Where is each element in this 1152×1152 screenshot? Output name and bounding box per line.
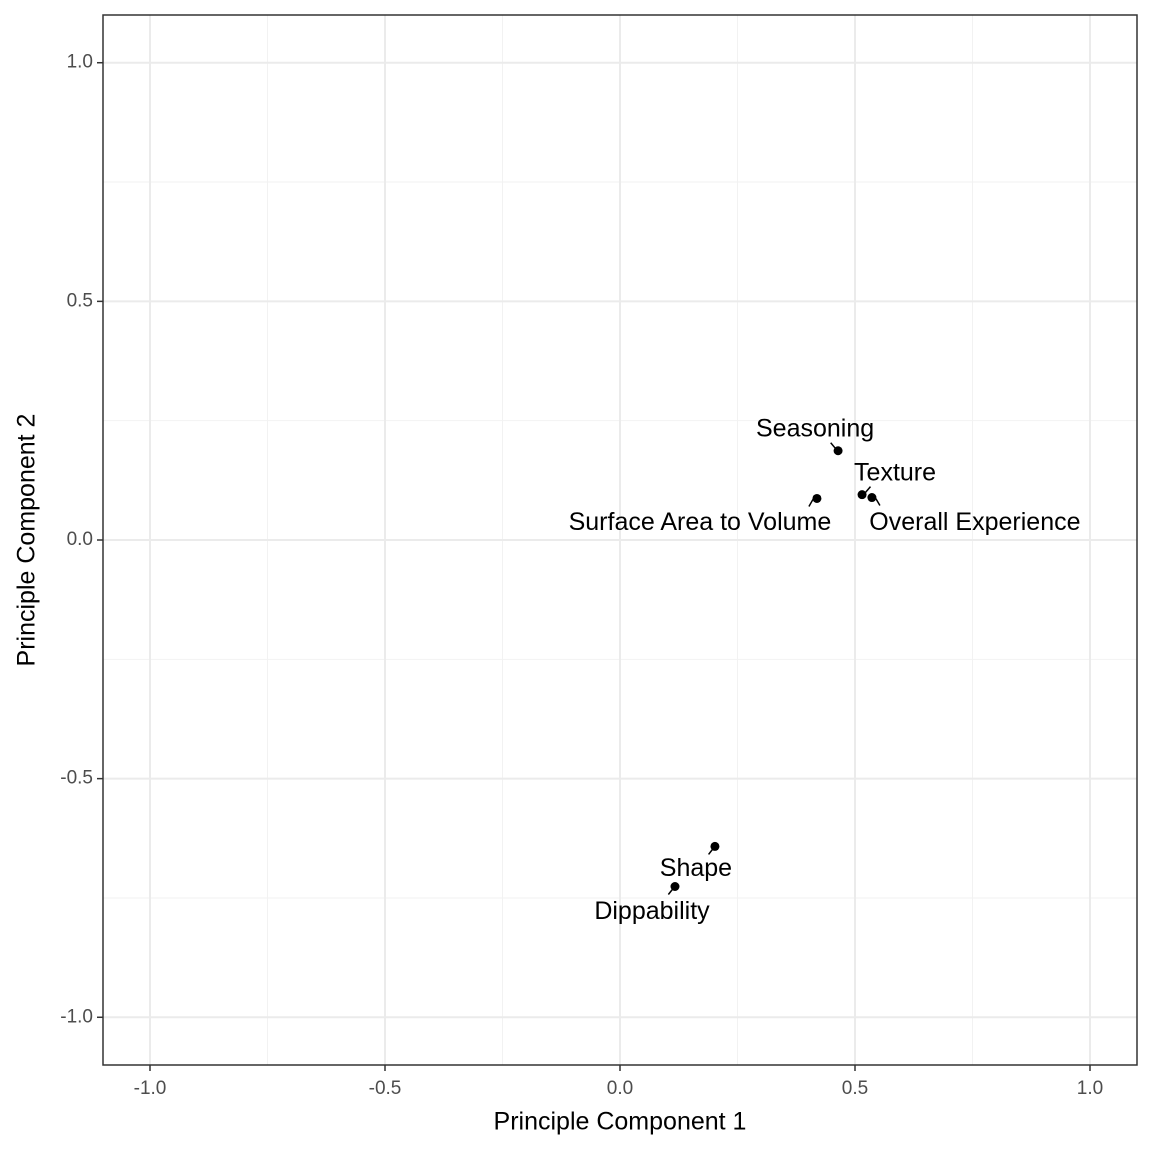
x-tick-label: -1.0 bbox=[134, 1078, 167, 1099]
point bbox=[670, 882, 680, 891]
x-tick-label: 0.5 bbox=[842, 1078, 868, 1099]
label-segment bbox=[808, 498, 814, 507]
y-axis-title: Principle Component 2 bbox=[13, 414, 41, 667]
point bbox=[812, 493, 822, 503]
point-label: Shape bbox=[660, 854, 732, 882]
point bbox=[867, 493, 877, 503]
point-label: Seasoning bbox=[756, 414, 874, 442]
label-segment bbox=[707, 849, 713, 855]
x-tick-label: -0.5 bbox=[369, 1078, 402, 1099]
label-segment bbox=[875, 498, 881, 506]
x-tick-label: 0.0 bbox=[607, 1078, 633, 1099]
point-label: Texture bbox=[854, 458, 936, 486]
point bbox=[833, 446, 843, 456]
point-label: Overall Experience bbox=[869, 508, 1080, 536]
point-label: Surface Area to Volume bbox=[569, 508, 832, 536]
y-tick-label: 0.5 bbox=[67, 290, 93, 311]
point bbox=[857, 490, 867, 500]
y-tick-label: -0.5 bbox=[60, 768, 93, 789]
panel-border bbox=[102, 14, 1138, 1066]
x-axis-title: Principle Component 1 bbox=[494, 1108, 747, 1136]
label-segment bbox=[830, 442, 836, 449]
y-tick-label: 1.0 bbox=[67, 52, 93, 73]
point bbox=[710, 841, 720, 851]
point-label: Dippability bbox=[594, 897, 710, 925]
y-tick-label: 0.0 bbox=[67, 529, 93, 550]
x-tick-label: 1.0 bbox=[1077, 1078, 1103, 1099]
y-tick-label: -1.0 bbox=[60, 1006, 93, 1027]
label-segment bbox=[864, 486, 872, 494]
label-segment bbox=[667, 889, 673, 895]
